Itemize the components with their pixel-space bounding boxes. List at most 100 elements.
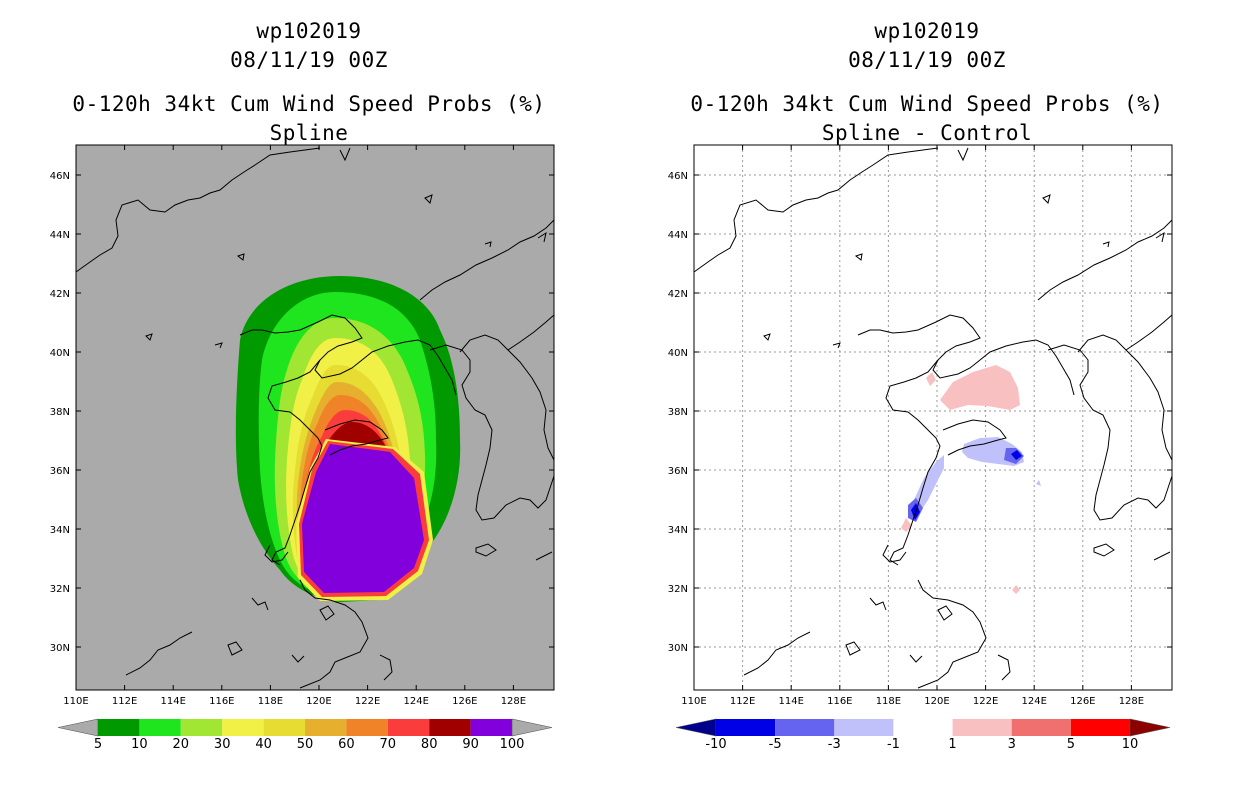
colorbar-label: -5 <box>769 737 782 752</box>
lat-label: 44N <box>50 230 70 241</box>
lon-label: 112E <box>730 696 755 707</box>
lat-label: 30N <box>668 643 688 654</box>
colorbar-label: 50 <box>297 737 314 752</box>
difference-map: 110E 112E 114E 116E 118E 120E 122E 124E 126E 128E… <box>668 144 1173 752</box>
product-title: 0-120h 34kt Cum Wind Speed Probs (%) <box>72 92 546 116</box>
lat-label: 46N <box>668 171 688 182</box>
storm-id: wp102019 <box>874 19 980 43</box>
lon-label: 114E <box>778 696 803 707</box>
difference-contours <box>901 365 1041 594</box>
colorbar-label: 5 <box>94 737 102 752</box>
colorbar-swatch <box>775 719 835 736</box>
lon-label: 116E <box>209 696 234 707</box>
lon-label: 118E <box>876 696 901 707</box>
pos-diff-region <box>940 365 1020 410</box>
colorbar-difference: -10 -5 -3 -1 1 3 5 10 <box>675 718 1171 752</box>
coastlines <box>75 147 555 689</box>
colorbar-swatch <box>98 719 140 736</box>
longitude-labels: 110E 112E 114E 116E 118E 120E 122E 124E 126E 128E <box>681 696 1144 707</box>
lat-label: 30N <box>50 643 70 654</box>
coastlines <box>693 147 1173 689</box>
tick-marks <box>75 145 554 690</box>
lon-label: 124E <box>1021 696 1046 707</box>
colorbar-swatch <box>387 719 430 736</box>
lon-label: 124E <box>403 696 428 707</box>
lon-label: 110E <box>681 696 706 707</box>
lat-label: 40N <box>668 348 688 359</box>
product-title: 0-120h 34kt Cum Wind Speed Probs (%) <box>690 92 1164 116</box>
tick-marks <box>693 145 1172 690</box>
pos-diff-south <box>901 518 912 532</box>
colorbar-label: 20 <box>173 737 190 752</box>
lon-label: 126E <box>1070 696 1095 707</box>
lon-label: 128E <box>1119 696 1144 707</box>
colorbar-swatch <box>1011 719 1071 736</box>
probability-map: 110E 112E 114E 116E 118E 120E 122E 124E 126E 128E… <box>50 144 555 752</box>
colorbar-swatch <box>470 719 512 736</box>
colorbar-swatch <box>716 719 776 736</box>
latitude-labels: 30N 32N 34N 36N 38N 40N 42N 44N 46N <box>50 171 70 654</box>
colorbar-swatch <box>952 719 1012 736</box>
colorbar-label: 5 <box>1067 737 1075 752</box>
colorbar-label: 30 <box>214 737 231 752</box>
colorbar-label: 90 <box>462 737 479 752</box>
colorbar-label: -3 <box>828 737 841 752</box>
lat-label: 42N <box>50 289 70 300</box>
map-frame <box>693 144 1173 691</box>
lon-label: 120E <box>306 696 331 707</box>
colorbar-swatch <box>263 719 305 736</box>
colorbar-swatch <box>834 719 894 736</box>
colorbar-end-high <box>1129 718 1171 737</box>
lat-label: 32N <box>668 584 688 595</box>
right-panel: wp102019 08/11/19 00Z 0-120h 34kt Cum Wi… <box>618 0 1236 800</box>
colorbar-end-high <box>511 718 553 737</box>
lon-label: 112E <box>112 696 137 707</box>
lon-label: 122E <box>973 696 998 707</box>
colorbar-label: 70 <box>380 737 397 752</box>
lat-label: 34N <box>668 525 688 536</box>
lat-label: 46N <box>50 171 70 182</box>
axes: 110E 112E 114E 116E 118E 120E 122E 124E 126E 128E… <box>668 144 1173 707</box>
storm-id: wp102019 <box>256 19 362 43</box>
lat-label: 40N <box>50 348 70 359</box>
lat-label: 32N <box>50 584 70 595</box>
colorbar-swatch <box>893 719 953 736</box>
lon-label: 114E <box>160 696 185 707</box>
lon-label: 128E <box>501 696 526 707</box>
colorbar-label: -10 <box>705 737 726 752</box>
lat-label: 44N <box>668 230 688 241</box>
colorbar-probability: 5 10 20 30 40 50 60 70 80 90 100 <box>57 718 553 752</box>
colorbar-label: 40 <box>255 737 272 752</box>
colorbar-swatch <box>346 719 388 736</box>
latitude-labels: 30N 32N 34N 36N 38N 40N 42N 44N 46N <box>668 171 688 654</box>
lon-label: 126E <box>452 696 477 707</box>
lat-label: 36N <box>50 466 70 477</box>
colorbar-label: 10 <box>1122 737 1139 752</box>
colorbar-label: 10 <box>131 737 148 752</box>
method-title: Spline - Control <box>821 121 1033 145</box>
pos-diff-dot <box>1012 585 1020 594</box>
neg-diff-dot <box>1036 480 1041 486</box>
lat-label: 42N <box>668 289 688 300</box>
lat-label: 38N <box>668 407 688 418</box>
colorbar-label: 80 <box>421 737 438 752</box>
lon-label: 122E <box>355 696 380 707</box>
probability-core <box>296 439 433 601</box>
map-background <box>694 145 1172 690</box>
gridlines <box>694 145 1172 690</box>
lon-label: 110E <box>63 696 88 707</box>
neg-diff-strip <box>912 455 944 516</box>
colorbar-swatch <box>1070 719 1130 736</box>
lon-label: 120E <box>924 696 949 707</box>
lon-label: 118E <box>258 696 283 707</box>
colorbar-label: -1 <box>887 737 900 752</box>
colorbar-swatch <box>180 719 223 736</box>
lat-label: 38N <box>50 407 70 418</box>
colorbar-swatch <box>222 719 264 736</box>
lon-label: 116E <box>827 696 852 707</box>
colorbar-label: 100 <box>500 737 525 752</box>
forecast-time: 08/11/19 00Z <box>848 48 1006 72</box>
colorbar-end-low <box>57 718 99 737</box>
colorbar-swatch <box>429 719 471 736</box>
colorbar-end-low <box>675 718 717 737</box>
